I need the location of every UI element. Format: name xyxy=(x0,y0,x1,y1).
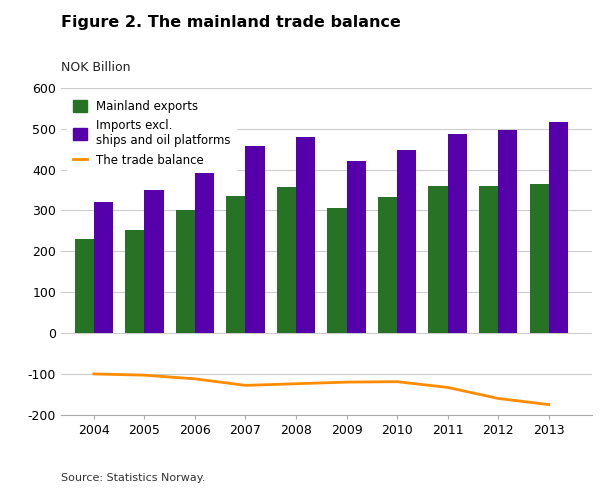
Bar xyxy=(529,184,549,333)
Bar xyxy=(176,210,195,333)
Bar xyxy=(448,134,467,333)
Text: NOK Billion: NOK Billion xyxy=(61,61,131,74)
Bar xyxy=(145,190,163,333)
Bar xyxy=(328,208,346,333)
Text: Source: Statistics Norway.: Source: Statistics Norway. xyxy=(61,473,206,483)
Bar xyxy=(428,186,448,333)
Bar xyxy=(245,146,265,333)
Bar xyxy=(346,161,366,333)
Bar xyxy=(125,230,145,333)
Bar xyxy=(94,203,113,333)
Text: Figure 2. The mainland trade balance: Figure 2. The mainland trade balance xyxy=(61,15,401,30)
Bar xyxy=(479,186,498,333)
Bar xyxy=(74,239,94,333)
Bar xyxy=(549,122,568,333)
Bar xyxy=(296,137,315,333)
Bar xyxy=(226,196,245,333)
Bar xyxy=(397,150,416,333)
Bar xyxy=(277,187,296,333)
Bar xyxy=(378,197,397,333)
Bar xyxy=(498,130,517,333)
Legend: Mainland exports, Imports excl.
ships and oil platforms, The trade balance: Mainland exports, Imports excl. ships an… xyxy=(67,94,237,173)
Bar xyxy=(195,167,214,333)
